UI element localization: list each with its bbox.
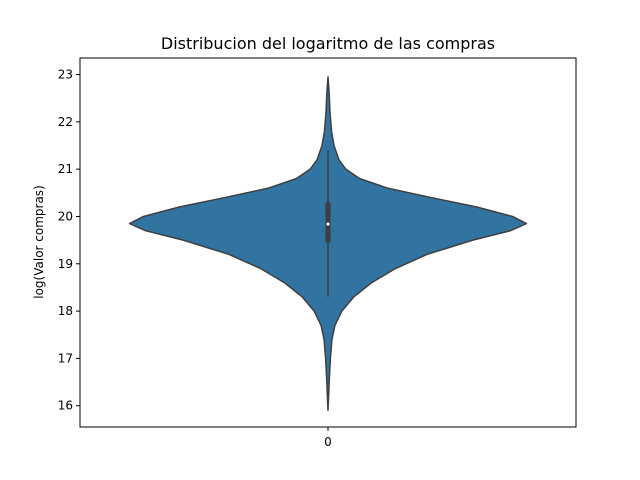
x-tick-label: 0 — [324, 435, 332, 449]
y-tick-label: 23 — [58, 68, 73, 82]
y-tick-label: 22 — [58, 115, 73, 129]
violin-iqr-box — [325, 202, 331, 243]
violin-median-point — [326, 222, 330, 226]
y-tick-label: 20 — [58, 209, 73, 223]
y-axis: 16 17 18 19 20 21 22 23 — [58, 68, 80, 413]
plot-area — [128, 76, 528, 412]
y-tick-label: 16 — [58, 399, 73, 413]
y-tick-label: 18 — [58, 304, 73, 318]
chart-title: Distribucion del logaritmo de las compra… — [161, 34, 495, 53]
y-tick-label: 21 — [58, 162, 73, 176]
y-axis-label: log(Valor compras) — [32, 185, 46, 299]
x-axis: 0 — [324, 427, 332, 449]
y-tick-label: 19 — [58, 257, 73, 271]
y-tick-label: 17 — [58, 351, 73, 365]
